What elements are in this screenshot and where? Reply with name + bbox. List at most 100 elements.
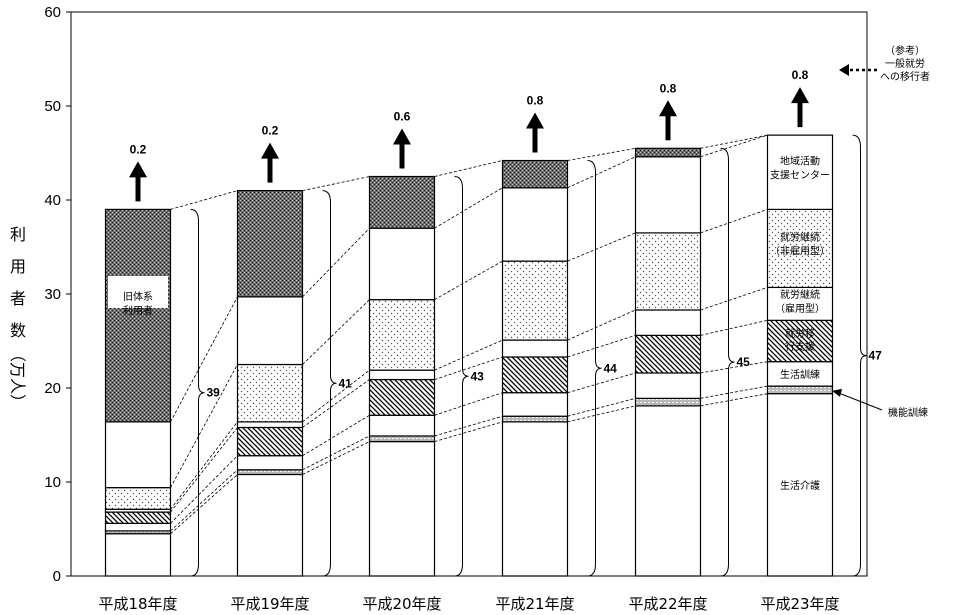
connector-line: [170, 364, 238, 488]
bar-segment: [634, 405, 702, 577]
bar-segment: [104, 533, 172, 577]
y-tick-label: 0: [53, 568, 61, 585]
y-tick-label: 30: [44, 286, 61, 303]
bar-segment: [634, 147, 702, 158]
bar-segment: [766, 134, 834, 211]
bar-segment: [634, 309, 702, 336]
connector-line: [302, 176, 370, 191]
x-tick-label: 平成22年度: [628, 595, 707, 613]
segment-label-nonemploy: 就労継続（非雇用型）: [770, 230, 830, 257]
transition-arrow-head: [659, 100, 677, 117]
y-tick-label: 10: [44, 474, 61, 491]
connector-line: [302, 435, 370, 471]
connector-line: [700, 361, 768, 374]
bar-segment: [368, 175, 436, 229]
y-axis-label: 数: [10, 321, 26, 340]
bar-segment: [766, 361, 834, 387]
segment-label-transition: 就労移行支援: [785, 327, 815, 353]
connector-line: [170, 190, 238, 210]
total-label: 43: [471, 369, 485, 383]
connector-line: [434, 160, 503, 177]
y-axis-label: 用: [10, 257, 26, 276]
transition-arrow-head: [393, 128, 411, 145]
connector-line: [567, 334, 636, 358]
bar-segment: [236, 363, 304, 423]
bar-segment: [236, 426, 304, 457]
bar-segment: [501, 260, 569, 341]
bar-segment: [766, 319, 834, 363]
segment-label-old-system: 旧体系利用者: [123, 291, 153, 317]
bar-segment: [634, 397, 702, 407]
connector-line: [700, 209, 768, 234]
bar-segment: [104, 511, 172, 524]
y-axis-label: 者: [10, 289, 26, 308]
connector-line: [170, 455, 238, 524]
total-label: 47: [869, 349, 883, 363]
bar-segment: [368, 378, 436, 416]
bar-segment: [634, 372, 702, 399]
connector-line: [567, 156, 636, 189]
y-tick-label: 50: [44, 98, 61, 115]
bar-segment: [766, 208, 834, 289]
bar-segment: [501, 356, 569, 394]
bar-segment: [766, 286, 834, 321]
arrow-value-label: 0.2: [262, 124, 279, 138]
bar-segment: [236, 455, 304, 471]
connector-line: [567, 147, 636, 161]
bar-segment: [368, 227, 436, 301]
y-tick-label: 60: [44, 4, 61, 21]
connector-line: [434, 187, 503, 229]
x-tick-label: 平成21年度: [495, 595, 574, 613]
connector-line: [434, 260, 503, 300]
bar-segment: [236, 190, 304, 298]
bar-segment: [634, 232, 702, 311]
connector-line: [567, 405, 636, 423]
total-label: 41: [339, 376, 353, 390]
total-brace: [720, 147, 735, 577]
bar-segment: [236, 421, 304, 429]
bar-segment: [368, 369, 436, 381]
callout-label-functional-training: 機能訓練: [888, 406, 928, 419]
bar-segment: [501, 415, 569, 423]
segment-label-life-care: 生活介護: [780, 479, 820, 492]
bar-segment: [501, 392, 569, 417]
connector-line: [700, 393, 768, 407]
y-axis-label-unit: （万人）: [8, 346, 27, 410]
connector-line: [170, 474, 238, 534]
bar-segment: [104, 208, 172, 423]
connector-line: [700, 134, 768, 149]
segment-label-life-training: 生活訓練: [780, 368, 820, 381]
total-brace: [852, 134, 867, 577]
legend-arrow-head: [839, 64, 849, 76]
total-brace: [190, 208, 205, 577]
arrow-value-label: 0.8: [527, 94, 544, 108]
total-label: 39: [207, 386, 221, 400]
connector-line: [700, 319, 768, 336]
bar-segment: [104, 522, 172, 532]
connector-line: [700, 385, 768, 399]
connector-line: [170, 469, 238, 532]
connector-line: [170, 296, 238, 423]
connector-line: [302, 379, 370, 428]
bar-segment: [766, 385, 834, 395]
label-background: [108, 276, 168, 308]
transition-arrow-head: [129, 161, 147, 178]
x-tick-label: 平成20年度: [362, 595, 441, 613]
total-label: 44: [604, 361, 618, 375]
transition-arrow-head: [791, 87, 809, 104]
connector-line: [434, 392, 503, 416]
bar-segment: [368, 414, 436, 437]
x-tick-label: 平成23年度: [760, 595, 839, 613]
y-tick-label: 40: [44, 192, 61, 209]
arrow-value-label: 0.8: [660, 81, 677, 95]
connector-line: [434, 339, 503, 371]
connector-line: [302, 414, 370, 457]
arrow-value-label: 0.6: [394, 110, 411, 124]
y-tick-label: 20: [44, 380, 61, 397]
bar-segment: [501, 421, 569, 577]
arrow-value-label: 0.2: [130, 142, 147, 156]
connector-line: [434, 356, 503, 380]
transition-arrow-head: [261, 142, 279, 159]
bar-segment: [236, 473, 304, 577]
connector-line: [700, 287, 768, 311]
